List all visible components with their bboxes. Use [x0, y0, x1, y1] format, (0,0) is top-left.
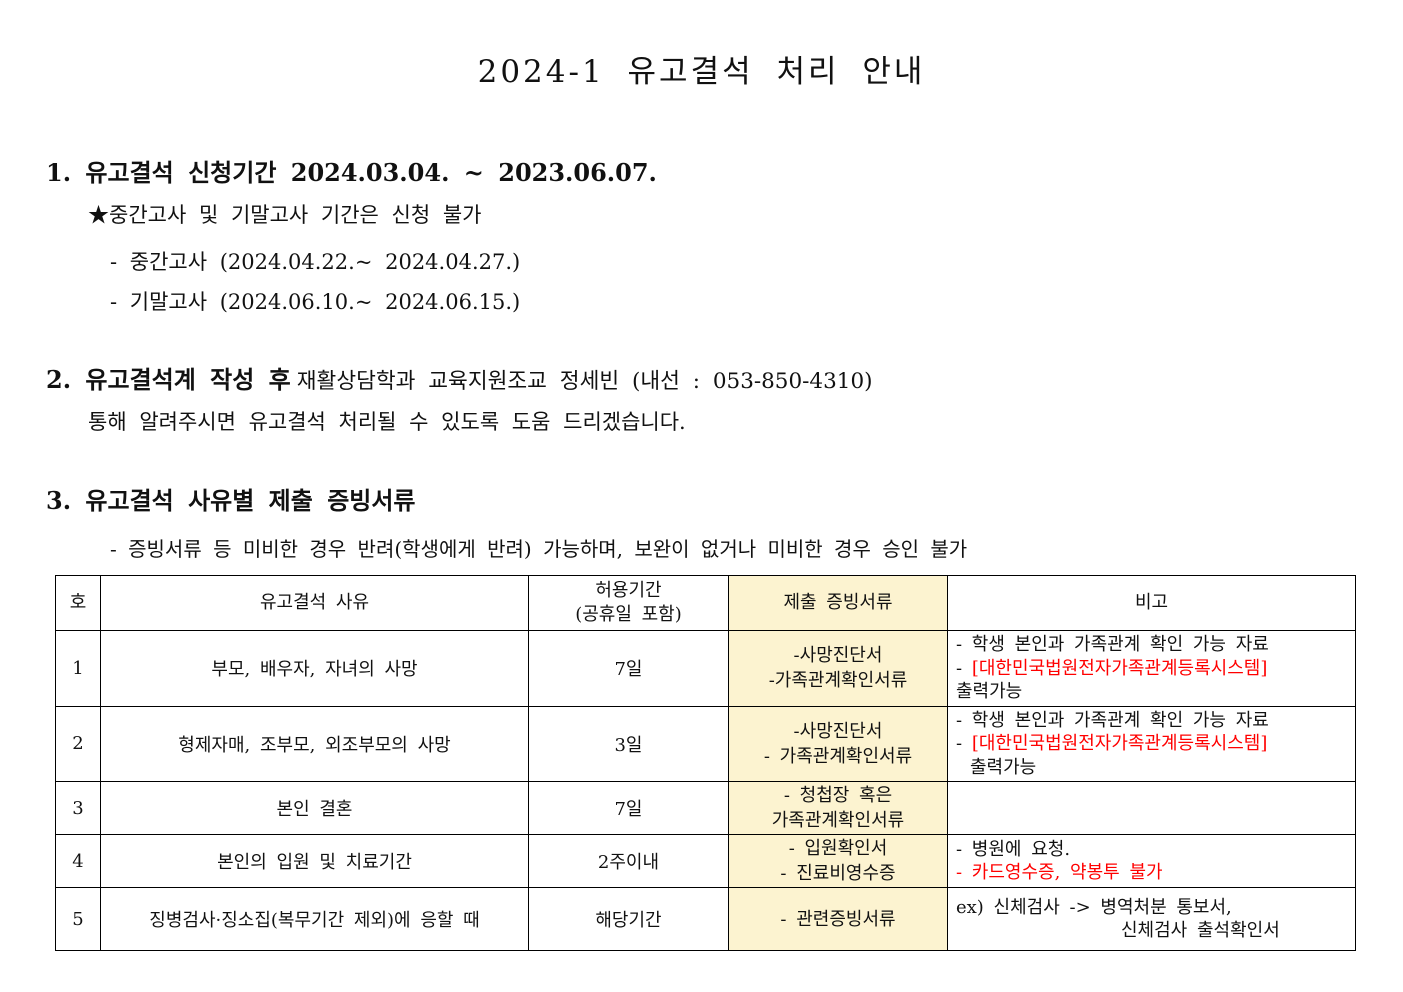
page-title: 2024-1 유고결석 처리 안내 — [477, 54, 926, 90]
cell-row-number: 3 — [55, 781, 101, 835]
cell-required-documents: - 청첩장 혹은 가족관계확인서류 — [728, 781, 948, 835]
table-row: 1 부모, 배우자, 자녀의 사망 7일 -사망진단서 -가족관계확인서류 - 학생 본인… — [55, 630, 1356, 707]
column-header: 비고 — [947, 575, 1356, 631]
cell-absence-reason: 본인의 입원 및 치료기간 — [100, 834, 529, 888]
section3-bullet: - 증빙서류 등 미비한 경우 반려(학생에게 반려) 가능하며, 보완이 없거… — [110, 537, 968, 561]
remark-text: - 학생 본인과 가족관계 확인 가능 자료 — [956, 709, 1269, 731]
section1-star-note: ★중간고사 및 기말고사 기간은 신청 불가 — [88, 203, 482, 227]
section2-heading-bold: 2. 유고결석계 작성 후 — [46, 365, 291, 394]
column-header: 유고결석 사유 — [100, 575, 529, 631]
cell-allowed-period: 7일 — [528, 630, 729, 707]
column-header: 호 — [55, 575, 101, 631]
table-header-row: 호 유고결석 사유 허용기간 (공휴일 포함) 제출 증빙서류 비고 — [55, 575, 1356, 631]
cell-allowed-period: 해당기간 — [528, 887, 729, 951]
cell-remarks: - 병원에 요청. - 카드영수증, 약봉투 불가 — [947, 834, 1356, 888]
remark-text: - 학생 본인과 가족관계 확인 가능 자료 — [956, 634, 1269, 655]
section2-heading: 2. 유고결석계 작성 후 재활상담학과 교육지원조교 정세빈 (내선 : 053… — [46, 360, 873, 395]
cell-allowed-period: 7일 — [528, 781, 729, 835]
remark-text: - — [956, 733, 972, 754]
cell-absence-reason: 부모, 배우자, 자녀의 사망 — [100, 630, 529, 707]
section3-heading: 3. 유고결석 사유별 제출 증빙서류 — [46, 486, 416, 515]
remark-text: - — [956, 657, 972, 679]
cell-allowed-period: 2주이내 — [528, 834, 729, 888]
remark-text: 출력가능 — [956, 681, 1023, 702]
section2-heading-rest: 재활상담학과 교육지원조교 정세빈 (내선 : 053-850-4310) — [296, 369, 873, 394]
remark-text: 신체검사 출석확인서 — [1121, 920, 1280, 941]
cell-row-number: 1 — [55, 630, 101, 707]
cell-row-number: 2 — [55, 705, 101, 782]
remark-text: ex) 신체검사 -> 병역처분 통보서, — [956, 896, 1232, 918]
cell-allowed-period: 3일 — [528, 705, 729, 782]
remark-red-text: - 카드영수증, 약봉투 불가 — [956, 862, 1163, 883]
cell-required-documents: - 입원확인서 - 진료비영수증 — [728, 834, 948, 888]
cell-row-number: 5 — [55, 887, 101, 951]
section1-final-bullet: - 기말고사 (2024.06.10.~ 2024.06.15.) — [110, 290, 521, 314]
evidence-table: 호 유고결석 사유 허용기간 (공휴일 포함) 제출 증빙서류 비고 1 부모, 배우자,… — [55, 575, 1356, 951]
cell-remarks — [947, 781, 1356, 835]
table-row: 2 형제자매, 조부모, 외조부모의 사망 3일 -사망진단서 - 가족관계확인서류 - … — [55, 705, 1356, 782]
cell-required-documents: -사망진단서 - 가족관계확인서류 — [728, 705, 948, 782]
cell-remarks: - 학생 본인과 가족관계 확인 가능 자료 - [대한민국법원전자가족관계등록시… — [947, 630, 1356, 707]
section2-line2: 통해 알려주시면 유고결석 처리될 수 있도록 도움 드리겠습니다. — [88, 410, 686, 434]
cell-absence-reason: 형제자매, 조부모, 외조부모의 사망 — [100, 705, 529, 782]
remark-text: - 병원에 요청. — [956, 838, 1071, 860]
table-row: 5 징병검사·징소집(복무기간 제외)에 응할 때 해당기간 - 관련증빙서류 ex) … — [55, 887, 1356, 951]
remark-red-text: [대한민국법원전자가족관계등록시스템] — [971, 657, 1268, 679]
section1-midterm-bullet: - 중간고사 (2024.04.22.~ 2024.04.27.) — [110, 250, 521, 274]
cell-remarks: - 학생 본인과 가족관계 확인 가능 자료 - [대한민국법원전자가족관계등록시… — [947, 705, 1356, 782]
cell-absence-reason: 본인 결혼 — [100, 781, 529, 835]
table-body: 1 부모, 배우자, 자녀의 사망 7일 -사망진단서 -가족관계확인서류 - 학생 본인… — [55, 630, 1356, 951]
table-row: 3 본인 결혼 7일 - 청첩장 혹은 가족관계확인서류 — [55, 781, 1356, 835]
cell-required-documents: -사망진단서 -가족관계확인서류 — [728, 630, 948, 707]
cell-absence-reason: 징병검사·징소집(복무기간 제외)에 응할 때 — [100, 887, 529, 951]
cell-remarks: ex) 신체검사 -> 병역처분 통보서, 신체검사 출석확인서 — [947, 887, 1356, 951]
remark-red-text: [대한민국법원전자가족관계등록시스템] — [971, 733, 1268, 754]
column-header: 허용기간 (공휴일 포함) — [528, 575, 729, 631]
cell-required-documents: - 관련증빙서류 — [728, 887, 948, 951]
cell-row-number: 4 — [55, 834, 101, 888]
remark-text: 출력가능 — [970, 756, 1037, 778]
section1-heading: 1. 유고결석 신청기간 2024.03.04. ~ 2023.06.07. — [46, 158, 657, 187]
column-header: 제출 증빙서류 — [728, 575, 948, 631]
table-row: 4 본인의 입원 및 치료기간 2주이내 - 입원확인서 - 진료비영수증 - 병원에 요… — [55, 834, 1356, 888]
